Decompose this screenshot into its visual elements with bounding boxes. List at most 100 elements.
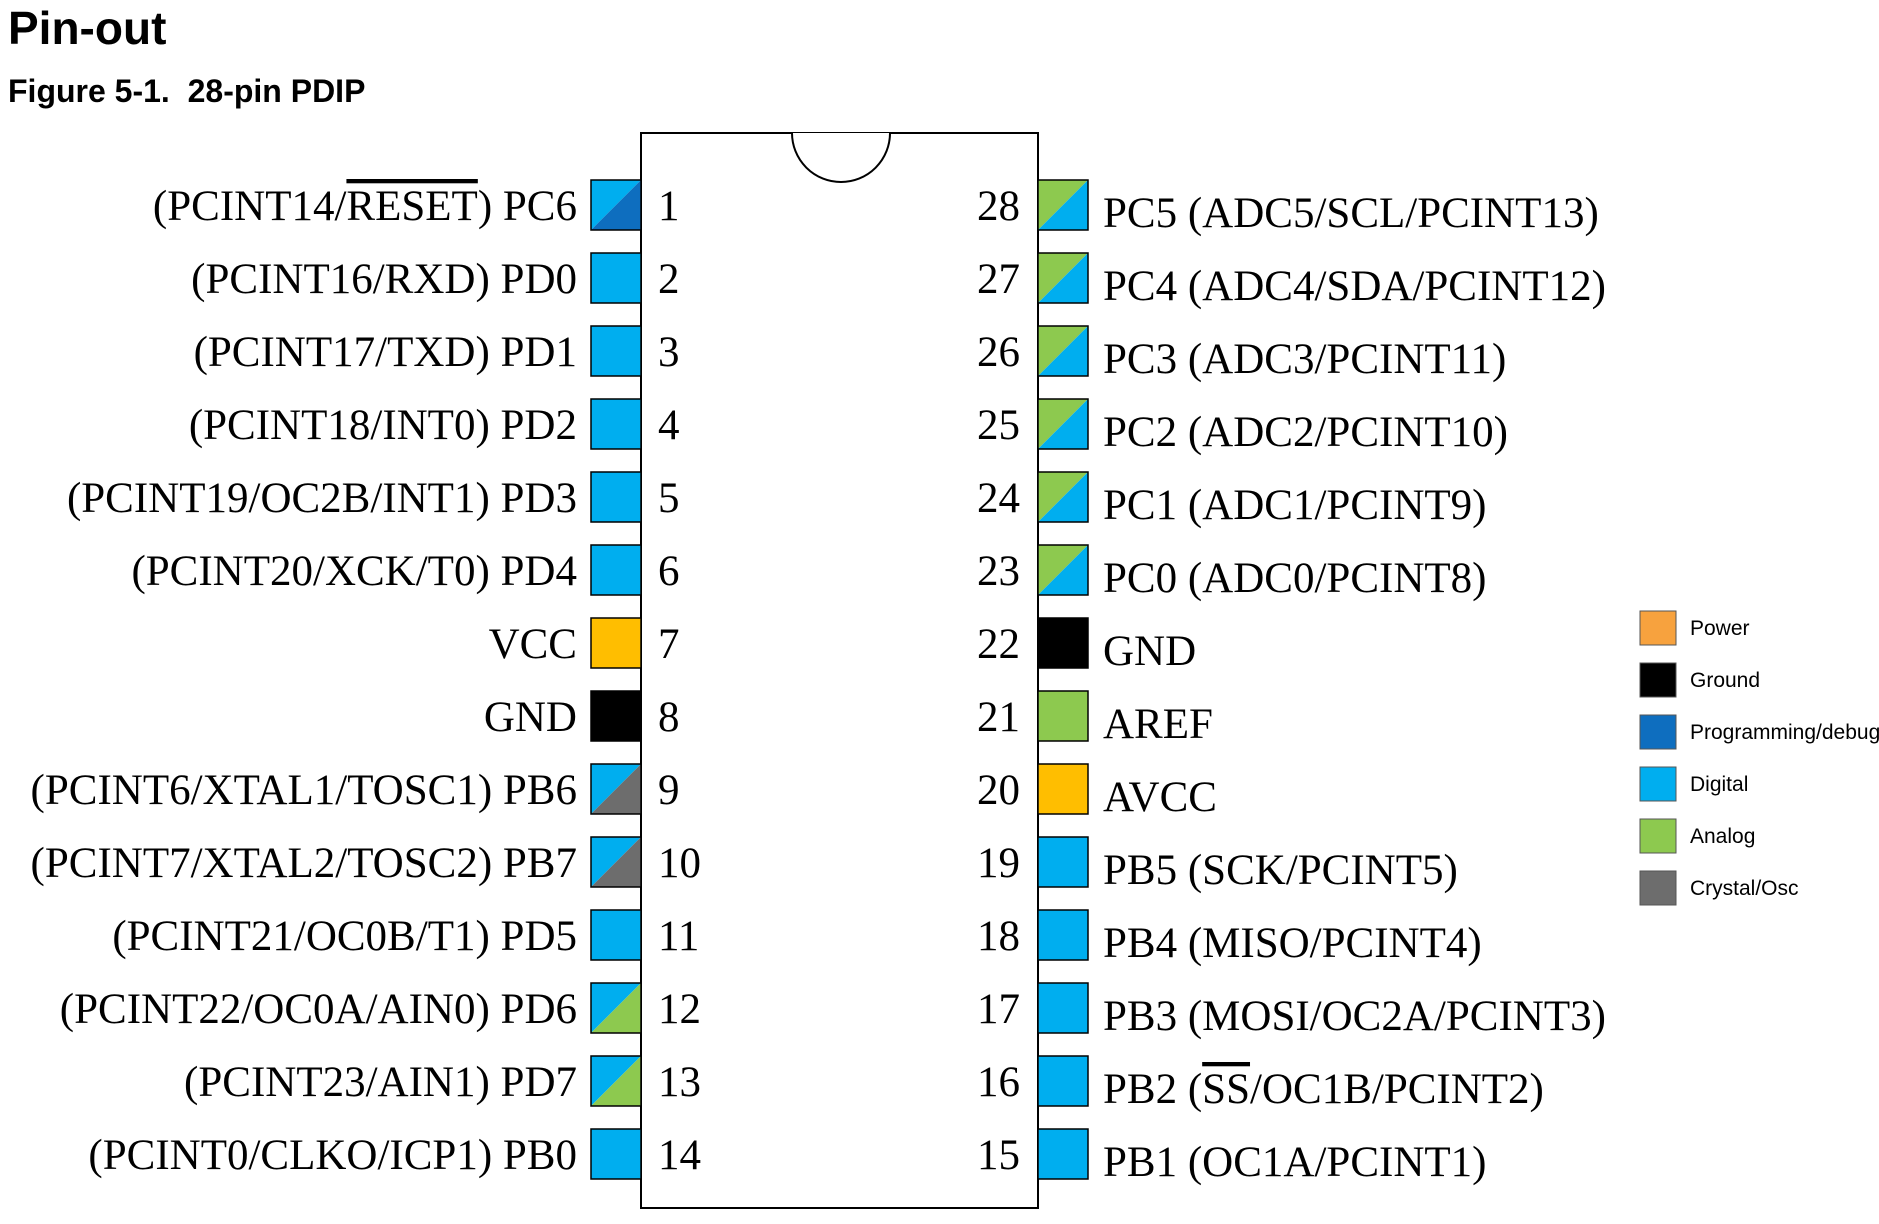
pin-10-square <box>590 836 642 888</box>
pin-3-outline <box>590 325 642 377</box>
pin-21-square <box>1037 690 1089 742</box>
pin-20-label: AVCC <box>1103 774 1217 821</box>
pin-27-label: PC4 (ADC4/SDA/PCINT12) <box>1103 263 1606 310</box>
pin-9-outline <box>590 763 642 815</box>
pin-2-square <box>590 252 642 304</box>
pin-2-outline <box>590 252 642 304</box>
pin-27-number: 27 <box>977 256 1020 303</box>
pin-26-number: 26 <box>977 329 1020 376</box>
pin-28-outline <box>1037 179 1089 231</box>
pin-5-square <box>590 471 642 523</box>
pin-24-square <box>1037 471 1089 523</box>
section-heading: Pin-out <box>8 2 167 54</box>
pin-25-label: PC2 (ADC2/PCINT10) <box>1103 409 1508 456</box>
pin-5-digital-fill <box>591 472 641 522</box>
pin-25-square <box>1037 398 1089 450</box>
pin-21-label: AREF <box>1103 701 1213 748</box>
pin-7-label: VCC <box>489 621 577 668</box>
pin-12-analog-fill <box>591 983 641 1033</box>
pin-9-crystal-fill <box>591 764 641 814</box>
pin-10-label: (PCINT7/XTAL2/TOSC2) PB7 <box>31 840 577 887</box>
pin-16-outline <box>1037 1055 1089 1107</box>
pin-6-outline <box>590 544 642 596</box>
legend-swatch-analog <box>1639 818 1677 854</box>
pin-23-number: 23 <box>977 548 1020 595</box>
pin-9-label: (PCINT6/XTAL1/TOSC1) PB6 <box>31 767 577 814</box>
pin-17-label: PB3 (MOSI/OC2A/PCINT3) <box>1103 993 1606 1040</box>
pin-12-outline <box>590 982 642 1034</box>
legend-label-crystal-osc: Crystal/Osc <box>1690 877 1799 900</box>
pin-13-analog-fill <box>591 1056 641 1106</box>
pin-22-label: GND <box>1103 628 1196 675</box>
pin-16-label-suffix: /OC1B/PCINT2) <box>1250 1066 1544 1113</box>
pin-4-square <box>590 398 642 450</box>
chip-notch <box>791 132 891 183</box>
pin-25-digital-fill <box>1038 399 1088 449</box>
pin-7-power-fill <box>591 618 641 668</box>
pin-7-outline <box>590 617 642 669</box>
pin-1-label: (PCINT14/RESET) PC6 <box>153 183 577 230</box>
pin-16-label-overbar: SS <box>1202 1066 1250 1113</box>
pin-27-outline <box>1037 252 1089 304</box>
pin-1-label-overbar: RESET <box>346 183 477 230</box>
pin-7-number: 7 <box>658 621 680 668</box>
pin-6-square <box>590 544 642 596</box>
pin-16-label: PB2 (SS/OC1B/PCINT2) <box>1103 1066 1544 1113</box>
pin-6-number: 6 <box>658 548 680 595</box>
pin-23-outline <box>1037 544 1089 596</box>
pin-24-digital-fill <box>1038 472 1088 522</box>
pin-10-number: 10 <box>658 840 701 887</box>
pin-20-power-fill <box>1038 764 1088 814</box>
pin-8-ground-fill <box>591 691 641 741</box>
pin-1-label-prefix: (PCINT14/ <box>153 183 347 230</box>
pin-20-outline <box>1037 763 1089 815</box>
pin-28-digital-fill <box>1038 180 1088 230</box>
pin-26-outline <box>1037 325 1089 377</box>
pin-5-label: (PCINT19/OC2B/INT1) PD3 <box>67 475 577 522</box>
figure-caption: Figure 5-1. 28-pin PDIP <box>8 73 366 109</box>
legend-swatch-digital <box>1639 766 1677 802</box>
pin-14-outline <box>590 1128 642 1180</box>
pin-8-label: GND <box>484 694 577 741</box>
pin-15-square <box>1037 1128 1089 1180</box>
legend: Power Ground Programming/debug Digital Analo… <box>1639 610 1879 906</box>
pin-5-outline <box>590 471 642 523</box>
pin-16-number: 16 <box>977 1059 1020 1106</box>
legend-swatch-programming-debug <box>1639 714 1677 750</box>
pin-16-digital-fill <box>1038 1056 1088 1106</box>
chip-body <box>640 132 1039 1209</box>
pin-27-digital-fill <box>1038 253 1088 303</box>
pin-11-digital-fill <box>591 910 641 960</box>
pin-1-square <box>590 179 642 231</box>
legend-label-digital: Digital <box>1690 773 1748 796</box>
pin-10-crystal-fill <box>591 837 641 887</box>
pin-22-ground-fill <box>1038 618 1088 668</box>
pin-23-square <box>1037 544 1089 596</box>
pin-28-number: 28 <box>977 183 1020 230</box>
pin-16-label-prefix: PB2 ( <box>1103 1066 1202 1113</box>
pin-11-label: (PCINT21/OC0B/T1) PD5 <box>112 913 577 960</box>
pin-18-square <box>1037 909 1089 961</box>
pin-16-square <box>1037 1055 1089 1107</box>
pin-18-label: PB4 (MISO/PCINT4) <box>1103 920 1482 967</box>
pin-19-outline <box>1037 836 1089 888</box>
pin-27-square <box>1037 252 1089 304</box>
pin-19-number: 19 <box>977 840 1020 887</box>
pin-5-number: 5 <box>658 475 680 522</box>
pin-25-number: 25 <box>977 402 1020 449</box>
pin-20-number: 20 <box>977 767 1020 814</box>
legend-label-ground: Ground <box>1690 669 1760 692</box>
pin-12-label: (PCINT22/OC0A/AIN0) PD6 <box>60 986 577 1033</box>
pin-24-number: 24 <box>977 475 1020 522</box>
pin-17-square <box>1037 982 1089 1034</box>
pin-19-label: PB5 (SCK/PCINT5) <box>1103 847 1458 894</box>
pin-22-number: 22 <box>977 621 1020 668</box>
pin-3-number: 3 <box>658 329 680 376</box>
pin-18-number: 18 <box>977 913 1020 960</box>
pin-13-label: (PCINT23/AIN1) PD7 <box>184 1059 577 1106</box>
pin-23-digital-fill <box>1038 545 1088 595</box>
legend-label-programming-debug: Programming/debug <box>1690 721 1879 744</box>
pin-28-square <box>1037 179 1089 231</box>
pin-21-outline <box>1037 690 1089 742</box>
pin-14-number: 14 <box>658 1132 701 1179</box>
